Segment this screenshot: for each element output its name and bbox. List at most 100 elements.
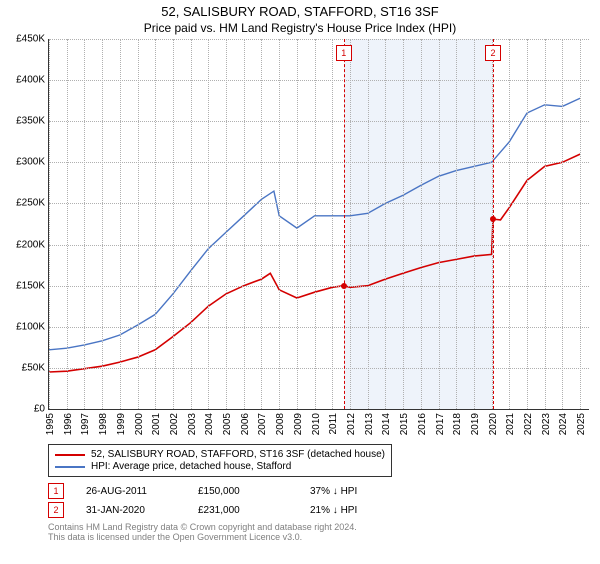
x-tick-label: 2011 <box>328 413 339 435</box>
gridline-v <box>474 39 475 409</box>
x-tick-label: 1999 <box>116 413 127 435</box>
x-tick-label: 1998 <box>98 413 109 435</box>
y-tick-label: £400K <box>16 75 49 86</box>
gridline-h <box>49 121 589 122</box>
gridline-v <box>226 39 227 409</box>
y-tick-label: £50K <box>22 362 49 373</box>
footer-line-2: This data is licensed under the Open Gov… <box>48 532 600 542</box>
legend: 52, SALISBURY ROAD, STAFFORD, ST16 3SF (… <box>48 444 392 477</box>
gridline-v <box>456 39 457 409</box>
event-delta: 21% ↓ HPI <box>310 505 400 516</box>
x-tick-label: 2002 <box>169 413 180 435</box>
x-tick-label: 2024 <box>558 413 569 435</box>
x-tick-label: 1996 <box>63 413 74 435</box>
legend-label: 52, SALISBURY ROAD, STAFFORD, ST16 3SF (… <box>91 449 385 460</box>
marker-box-2: 2 <box>485 45 501 61</box>
gridline-v <box>403 39 404 409</box>
marker-dot-2 <box>490 216 496 222</box>
x-tick-label: 2000 <box>134 413 145 435</box>
gridline-v <box>439 39 440 409</box>
gridline-h <box>49 80 589 81</box>
x-tick-label: 1997 <box>80 413 91 435</box>
chart-container: 52, SALISBURY ROAD, STAFFORD, ST16 3SF P… <box>0 4 600 564</box>
gridline-v <box>545 39 546 409</box>
y-tick-label: £250K <box>16 198 49 209</box>
x-tick-label: 2015 <box>399 413 410 435</box>
x-tick-label: 2022 <box>523 413 534 435</box>
gridline-v <box>527 39 528 409</box>
marker-line-2 <box>493 39 494 409</box>
x-tick-label: 2004 <box>204 413 215 435</box>
x-tick-label: 2007 <box>257 413 268 435</box>
x-tick-label: 2008 <box>275 413 286 435</box>
gridline-v <box>244 39 245 409</box>
x-tick-label: 2017 <box>435 413 446 435</box>
gridline-v <box>84 39 85 409</box>
x-tick-label: 2012 <box>346 413 357 435</box>
x-tick-label: 1995 <box>45 413 56 435</box>
legend-label: HPI: Average price, detached house, Staf… <box>91 461 291 472</box>
footer-line-1: Contains HM Land Registry data © Crown c… <box>48 522 600 532</box>
gridline-h <box>49 286 589 287</box>
y-tick-label: £150K <box>16 280 49 291</box>
legend-swatch <box>55 454 85 456</box>
x-tick-label: 2010 <box>311 413 322 435</box>
y-tick-label: £450K <box>16 34 49 45</box>
x-tick-label: 2013 <box>364 413 375 435</box>
event-price: £231,000 <box>198 505 288 516</box>
gridline-v <box>385 39 386 409</box>
x-tick-label: 2025 <box>576 413 587 435</box>
y-tick-label: £350K <box>16 116 49 127</box>
gridline-v <box>332 39 333 409</box>
gridline-v <box>562 39 563 409</box>
gridline-v <box>102 39 103 409</box>
gridline-v <box>261 39 262 409</box>
legend-row: HPI: Average price, detached house, Staf… <box>55 461 385 472</box>
gridline-h <box>49 203 589 204</box>
gridline-v <box>297 39 298 409</box>
gridline-v <box>173 39 174 409</box>
x-tick-label: 2003 <box>187 413 198 435</box>
x-tick-label: 2020 <box>488 413 499 435</box>
event-row: 126-AUG-2011£150,00037% ↓ HPI <box>48 483 600 499</box>
gridline-v <box>155 39 156 409</box>
marker-line-1 <box>344 39 345 409</box>
gridline-v <box>315 39 316 409</box>
gridline-v <box>580 39 581 409</box>
gridline-v <box>49 39 50 409</box>
x-tick-label: 2009 <box>293 413 304 435</box>
gridline-v <box>120 39 121 409</box>
event-marker: 1 <box>48 483 64 499</box>
event-date: 26-AUG-2011 <box>86 486 176 497</box>
gridline-v <box>421 39 422 409</box>
gridline-v <box>350 39 351 409</box>
gridline-v <box>138 39 139 409</box>
chart-lines-svg <box>49 39 589 409</box>
gridline-v <box>191 39 192 409</box>
x-tick-label: 2001 <box>151 413 162 435</box>
event-price: £150,000 <box>198 486 288 497</box>
legend-swatch <box>55 466 85 468</box>
chart-plot-area: £0£50K£100K£150K£200K£250K£300K£350K£400… <box>48 39 589 410</box>
gridline-v <box>67 39 68 409</box>
x-tick-label: 2016 <box>417 413 428 435</box>
x-tick-label: 2005 <box>222 413 233 435</box>
event-marker: 2 <box>48 502 64 518</box>
gridline-v <box>509 39 510 409</box>
x-tick-label: 2023 <box>541 413 552 435</box>
marker-dot-1 <box>341 283 347 289</box>
gridline-h <box>49 39 589 40</box>
x-tick-label: 2006 <box>240 413 251 435</box>
gridline-v <box>368 39 369 409</box>
y-tick-label: £100K <box>16 321 49 332</box>
y-tick-label: £200K <box>16 239 49 250</box>
event-date: 31-JAN-2020 <box>86 505 176 516</box>
gridline-v <box>208 39 209 409</box>
chart-title: 52, SALISBURY ROAD, STAFFORD, ST16 3SF <box>0 4 600 19</box>
chart-subtitle: Price paid vs. HM Land Registry's House … <box>0 21 600 35</box>
x-tick-label: 2019 <box>470 413 481 435</box>
gridline-h <box>49 162 589 163</box>
gridline-h <box>49 368 589 369</box>
x-tick-label: 2021 <box>505 413 516 435</box>
gridline-h <box>49 245 589 246</box>
